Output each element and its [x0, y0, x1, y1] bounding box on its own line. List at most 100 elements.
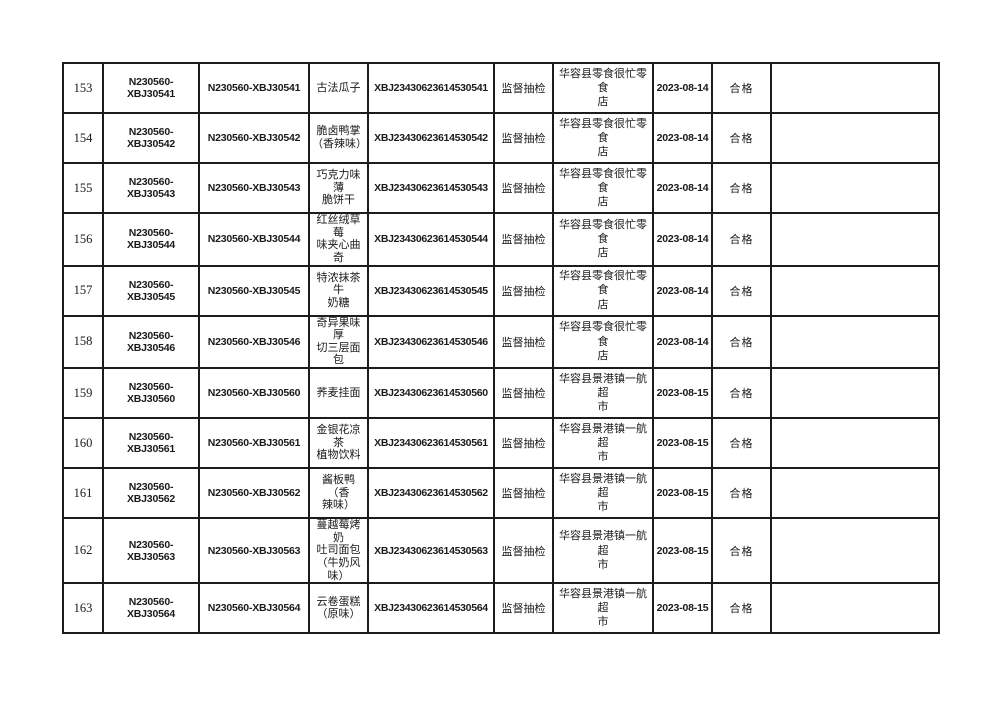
cell-result: 合格 [711, 314, 772, 370]
cell-result: 合格 [711, 112, 772, 164]
cell-id_b: N230560-XBJ30564 [198, 582, 310, 635]
cell-product: 巧克力味薄 脆饼干 [308, 162, 369, 214]
cell-date: 2023-08-14 [652, 264, 713, 317]
cell-result: 合格 [711, 582, 772, 635]
cell-inspect_type: 监督抽检 [493, 112, 554, 164]
cell-store: 华容县零食很忙零食 店 [552, 112, 654, 164]
cell-date: 2023-08-15 [652, 582, 713, 635]
cell-sample_no: XBJ23430623614530546 [367, 314, 495, 370]
cell-inspect_type: 监督抽检 [493, 314, 554, 370]
table-body: 153 N230560-XBJ30541 N230560-XBJ30541 古法瓜子 X… [62, 62, 940, 635]
cell-sample_no: XBJ23430623614530541 [367, 62, 495, 114]
cell-date: 2023-08-14 [652, 162, 713, 214]
cell-store: 华容县景港镇一航超 市 [552, 517, 654, 585]
cell-store: 华容县景港镇一航超 市 [552, 582, 654, 635]
cell-id_b: N230560-XBJ30544 [198, 212, 310, 267]
cell-no: 154 [62, 112, 104, 164]
cell-product: 特浓抹茶牛 奶糖 [308, 264, 369, 317]
cell-store: 华容县零食很忙零食 店 [552, 212, 654, 267]
cell-date: 2023-08-15 [652, 467, 713, 520]
cell-no: 153 [62, 62, 104, 114]
table-row: 155 N230560-XBJ30543 N230560-XBJ30543 巧克力味薄… [62, 162, 940, 214]
cell-id_a: N230560-XBJ30561 [102, 417, 200, 470]
cell-product: 古法瓜子 [308, 62, 369, 114]
cell-date: 2023-08-14 [652, 62, 713, 114]
table-row: 163 N230560-XBJ30564 N230560-XBJ30564 云卷蛋糕 … [62, 582, 940, 635]
cell-inspect_type: 监督抽检 [493, 162, 554, 214]
cell-id_a: N230560-XBJ30562 [102, 467, 200, 520]
cell-id_b: N230560-XBJ30545 [198, 264, 310, 317]
cell-inspect_type: 监督抽检 [493, 517, 554, 585]
cell-product: 红丝绒草莓 味夹心曲奇 [308, 212, 369, 267]
cell-remark [770, 582, 940, 635]
cell-sample_no: XBJ23430623614530545 [367, 264, 495, 317]
table-row: 157 N230560-XBJ30545 N230560-XBJ30545 特浓抹茶牛… [62, 264, 940, 317]
cell-store: 华容县零食很忙零食 店 [552, 314, 654, 370]
cell-id_a: N230560-XBJ30545 [102, 264, 200, 317]
cell-sample_no: XBJ23430623614530561 [367, 417, 495, 470]
cell-date: 2023-08-15 [652, 367, 713, 420]
cell-product: 云卷蛋糕 （原味） [308, 582, 369, 635]
cell-inspect_type: 监督抽检 [493, 62, 554, 114]
cell-no: 158 [62, 314, 104, 370]
table-row: 160 N230560-XBJ30561 N230560-XBJ30561 金银花凉茶… [62, 417, 940, 470]
cell-id_b: N230560-XBJ30542 [198, 112, 310, 164]
cell-result: 合格 [711, 162, 772, 214]
table-row: 162 N230560-XBJ30563 N230560-XBJ30563 蔓越莓烤奶… [62, 517, 940, 585]
cell-inspect_type: 监督抽检 [493, 212, 554, 267]
cell-remark [770, 367, 940, 420]
cell-result: 合格 [711, 467, 772, 520]
cell-remark [770, 212, 940, 267]
cell-result: 合格 [711, 212, 772, 267]
cell-id_a: N230560-XBJ30564 [102, 582, 200, 635]
cell-no: 159 [62, 367, 104, 420]
table-row: 154 N230560-XBJ30542 N230560-XBJ30542 脆卤鸭掌 … [62, 112, 940, 164]
cell-sample_no: XBJ23430623614530560 [367, 367, 495, 420]
cell-remark [770, 62, 940, 114]
cell-product: 蔓越莓烤奶 吐司面包 （牛奶风 味） [308, 517, 369, 585]
cell-no: 155 [62, 162, 104, 214]
cell-result: 合格 [711, 264, 772, 317]
cell-product: 脆卤鸭掌 （香辣味） [308, 112, 369, 164]
cell-store: 华容县景港镇一航超 市 [552, 367, 654, 420]
cell-sample_no: XBJ23430623614530564 [367, 582, 495, 635]
cell-store: 华容县景港镇一航超 市 [552, 417, 654, 470]
cell-id_b: N230560-XBJ30563 [198, 517, 310, 585]
cell-store: 华容县零食很忙零食 店 [552, 62, 654, 114]
cell-product: 荞麦挂面 [308, 367, 369, 420]
cell-inspect_type: 监督抽检 [493, 417, 554, 470]
cell-remark [770, 517, 940, 585]
cell-product: 奇异果味厚 切三层面包 [308, 314, 369, 370]
cell-no: 162 [62, 517, 104, 585]
cell-sample_no: XBJ23430623614530542 [367, 112, 495, 164]
cell-id_b: N230560-XBJ30560 [198, 367, 310, 420]
cell-inspect_type: 监督抽检 [493, 367, 554, 420]
cell-date: 2023-08-15 [652, 417, 713, 470]
cell-product: 金银花凉茶 植物饮料 [308, 417, 369, 470]
cell-remark [770, 264, 940, 317]
cell-store: 华容县零食很忙零食 店 [552, 264, 654, 317]
table-row: 158 N230560-XBJ30546 N230560-XBJ30546 奇异果味厚… [62, 314, 940, 370]
cell-inspect_type: 监督抽检 [493, 582, 554, 635]
cell-inspect_type: 监督抽检 [493, 264, 554, 317]
cell-no: 157 [62, 264, 104, 317]
cell-result: 合格 [711, 417, 772, 470]
cell-remark [770, 467, 940, 520]
cell-id_b: N230560-XBJ30541 [198, 62, 310, 114]
cell-id_a: N230560-XBJ30541 [102, 62, 200, 114]
cell-id_b: N230560-XBJ30562 [198, 467, 310, 520]
cell-remark [770, 314, 940, 370]
cell-id_a: N230560-XBJ30560 [102, 367, 200, 420]
cell-store: 华容县景港镇一航超 市 [552, 467, 654, 520]
cell-id_a: N230560-XBJ30544 [102, 212, 200, 267]
cell-result: 合格 [711, 367, 772, 420]
cell-id_b: N230560-XBJ30561 [198, 417, 310, 470]
table-row: 153 N230560-XBJ30541 N230560-XBJ30541 古法瓜子 X… [62, 62, 940, 114]
cell-no: 160 [62, 417, 104, 470]
cell-sample_no: XBJ23430623614530544 [367, 212, 495, 267]
cell-no: 156 [62, 212, 104, 267]
cell-inspect_type: 监督抽检 [493, 467, 554, 520]
table-row: 159 N230560-XBJ30560 N230560-XBJ30560 荞麦挂面 X… [62, 367, 940, 420]
cell-id_b: N230560-XBJ30543 [198, 162, 310, 214]
cell-date: 2023-08-14 [652, 314, 713, 370]
